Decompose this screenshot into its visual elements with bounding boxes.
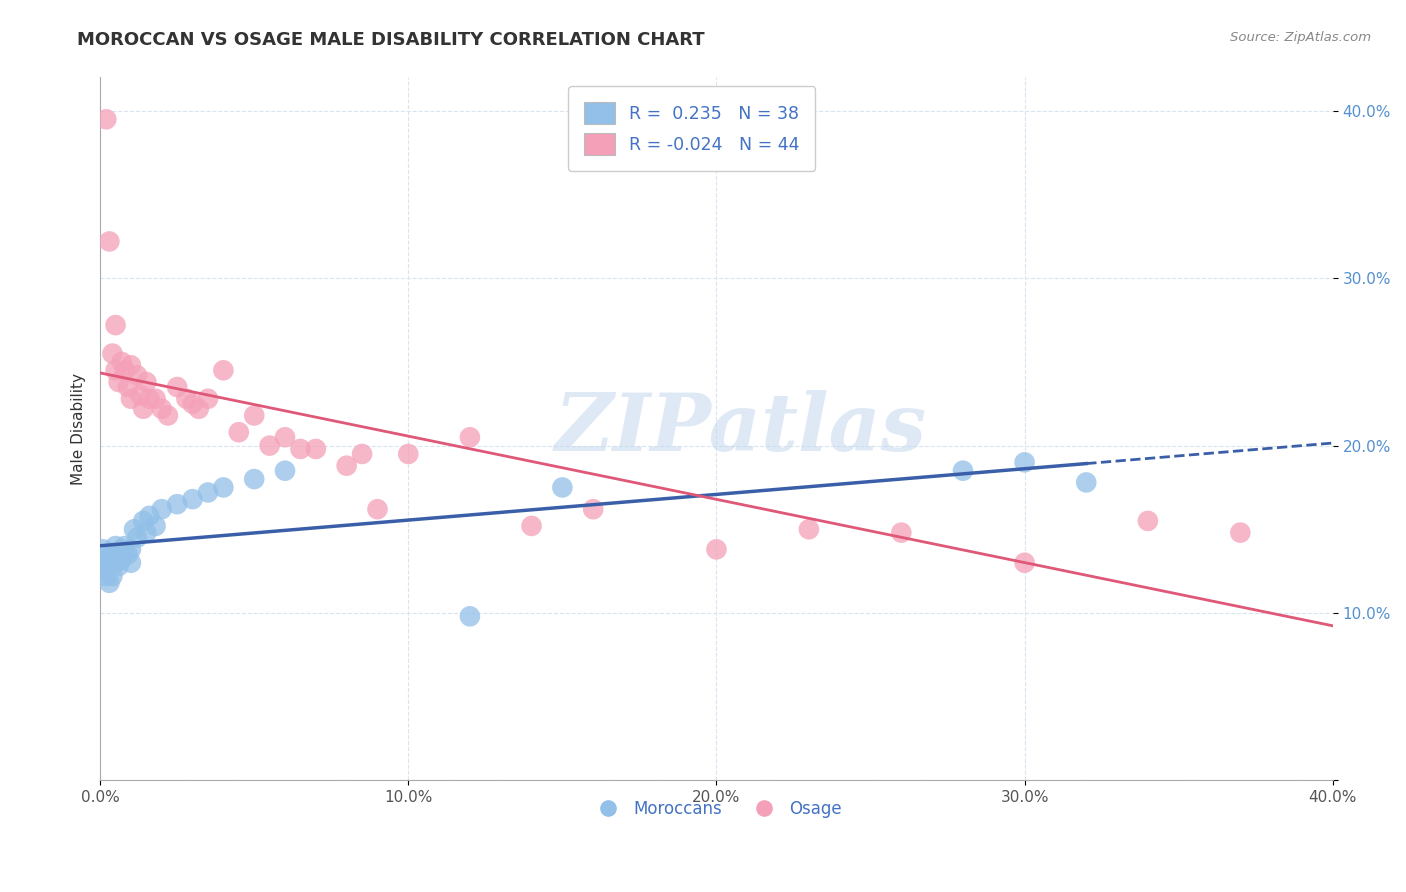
Point <box>96 552 118 566</box>
Point <box>104 363 127 377</box>
Point <box>197 485 219 500</box>
Point <box>551 480 574 494</box>
Point <box>127 531 149 545</box>
Point <box>150 401 173 416</box>
Point <box>366 502 388 516</box>
Point <box>107 559 129 574</box>
Point <box>1229 525 1251 540</box>
Text: MOROCCAN VS OSAGE MALE DISABILITY CORRELATION CHART: MOROCCAN VS OSAGE MALE DISABILITY CORREL… <box>77 31 704 49</box>
Point <box>120 556 142 570</box>
Point <box>104 539 127 553</box>
Point <box>243 472 266 486</box>
Point <box>98 235 121 249</box>
Point <box>150 502 173 516</box>
Point <box>305 442 328 456</box>
Point <box>96 112 118 127</box>
Point <box>114 539 136 553</box>
Point <box>520 519 543 533</box>
Point <box>243 409 266 423</box>
Point <box>120 542 142 557</box>
Point <box>290 442 312 456</box>
Point <box>96 569 118 583</box>
Point <box>132 514 155 528</box>
Point <box>101 346 124 360</box>
Point <box>96 562 118 576</box>
Point <box>98 559 121 574</box>
Point <box>111 542 134 557</box>
Point <box>117 548 139 562</box>
Point <box>135 525 157 540</box>
Point <box>107 375 129 389</box>
Point <box>187 401 209 416</box>
Point <box>111 355 134 369</box>
Point <box>1014 455 1036 469</box>
Point <box>111 552 134 566</box>
Point <box>98 549 121 563</box>
Point <box>706 542 728 557</box>
Text: ZIPatlas: ZIPatlas <box>555 390 927 467</box>
Point <box>91 556 114 570</box>
Point <box>176 392 198 406</box>
Point <box>197 392 219 406</box>
Point <box>458 430 481 444</box>
Point <box>352 447 374 461</box>
Point <box>274 464 297 478</box>
Point <box>101 546 124 560</box>
Point <box>396 447 419 461</box>
Point <box>138 508 160 523</box>
Point <box>181 492 204 507</box>
Point <box>797 522 820 536</box>
Point <box>458 609 481 624</box>
Point <box>212 480 235 494</box>
Point <box>138 392 160 406</box>
Point <box>952 464 974 478</box>
Point <box>166 380 188 394</box>
Point <box>259 439 281 453</box>
Point <box>156 409 179 423</box>
Point <box>91 542 114 557</box>
Point <box>582 502 605 516</box>
Point <box>104 318 127 332</box>
Point <box>101 569 124 583</box>
Point <box>336 458 359 473</box>
Point <box>212 363 235 377</box>
Point <box>127 368 149 383</box>
Point <box>145 392 167 406</box>
Text: Source: ZipAtlas.com: Source: ZipAtlas.com <box>1230 31 1371 45</box>
Point <box>107 548 129 562</box>
Point <box>228 425 250 440</box>
Point <box>166 497 188 511</box>
Point <box>132 401 155 416</box>
Point <box>120 359 142 373</box>
Point <box>120 392 142 406</box>
Point <box>129 388 152 402</box>
Legend: Moroccans, Osage: Moroccans, Osage <box>585 793 848 825</box>
Point <box>117 380 139 394</box>
Y-axis label: Male Disability: Male Disability <box>72 373 86 485</box>
Point <box>114 363 136 377</box>
Point <box>98 575 121 590</box>
Point <box>1136 514 1159 528</box>
Point <box>274 430 297 444</box>
Point <box>890 525 912 540</box>
Point <box>135 375 157 389</box>
Point <box>104 556 127 570</box>
Point <box>1014 556 1036 570</box>
Point <box>1076 475 1098 490</box>
Point <box>181 397 204 411</box>
Point <box>145 519 167 533</box>
Point <box>122 522 145 536</box>
